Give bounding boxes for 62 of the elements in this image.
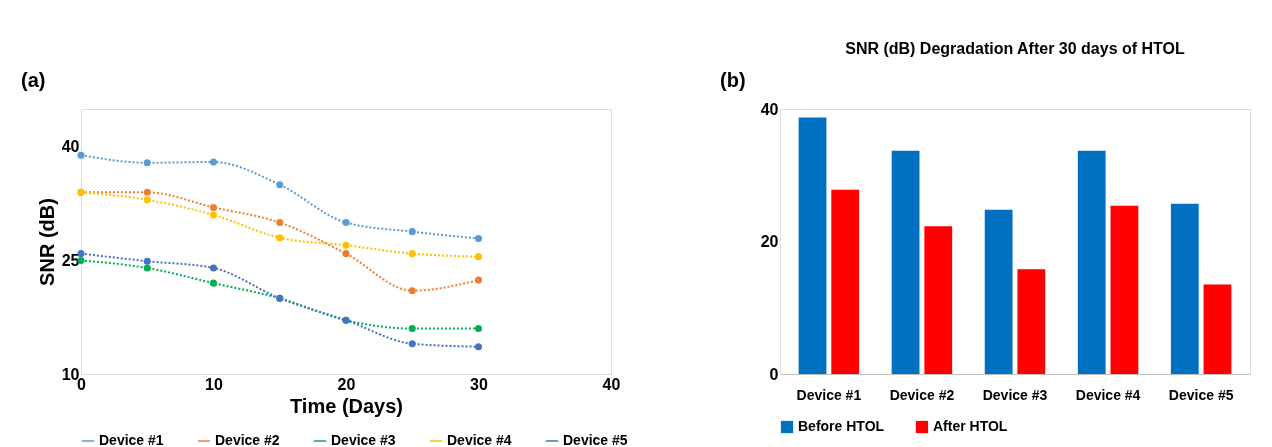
x-tick-label: Device #1 xyxy=(796,386,862,403)
point xyxy=(209,203,218,211)
point xyxy=(408,228,416,236)
legend-label: Device #1 xyxy=(99,432,164,447)
bar xyxy=(1110,205,1139,374)
text: (a) xyxy=(21,69,46,91)
point xyxy=(143,257,151,265)
x-tick-label: Device #4 xyxy=(1075,386,1141,403)
point xyxy=(276,234,284,242)
bar xyxy=(1017,269,1046,374)
point xyxy=(408,250,416,258)
legend-label: Before HTOL xyxy=(798,418,885,434)
point xyxy=(143,188,151,196)
point xyxy=(474,253,483,261)
point xyxy=(342,219,350,227)
y-tick-label: 25 xyxy=(61,251,80,269)
bar xyxy=(984,209,1013,374)
legend-label: Device #4 xyxy=(447,432,512,447)
y-tick-label: 20 xyxy=(760,233,779,250)
point xyxy=(209,279,218,287)
x-tick-label: 10 xyxy=(205,375,223,393)
legend-label: Device #2 xyxy=(215,432,280,447)
point xyxy=(342,250,350,258)
legend-label: Device #5 xyxy=(563,432,628,447)
legend-label: Device #3 xyxy=(331,432,396,447)
bar xyxy=(831,189,860,374)
point xyxy=(408,340,416,348)
bar xyxy=(1203,284,1232,374)
point xyxy=(209,158,218,166)
point xyxy=(209,264,218,272)
bar xyxy=(1077,150,1106,374)
bar xyxy=(891,150,920,374)
point xyxy=(408,325,416,333)
point xyxy=(474,234,483,242)
y-tick-label: 40 xyxy=(61,138,80,156)
point xyxy=(474,343,483,351)
point xyxy=(143,159,151,167)
legend-label: After HTOL xyxy=(933,418,1008,434)
x-axis-title: Time (Days) xyxy=(289,394,404,417)
point xyxy=(474,325,483,333)
y-axis-title: SNR (dB) xyxy=(35,198,58,286)
point xyxy=(342,241,350,249)
point xyxy=(474,276,483,284)
x-tick-label: 40 xyxy=(602,375,621,393)
x-tick-label: 30 xyxy=(470,375,488,393)
x-tick-label: 20 xyxy=(337,375,356,393)
point xyxy=(77,151,85,159)
bar xyxy=(1170,203,1199,374)
bar xyxy=(924,226,953,374)
x-tick-label: Device #5 xyxy=(1168,386,1234,403)
y-tick-label: 40 xyxy=(760,100,779,118)
point xyxy=(209,211,218,219)
point xyxy=(276,219,284,227)
chart-title: SNR (dB) Degradation After 30 days of HTOL xyxy=(845,40,1186,57)
x-tick-label: Device #2 xyxy=(889,386,955,403)
x-tick-label: Device #3 xyxy=(982,386,1048,403)
point xyxy=(408,287,416,295)
point xyxy=(143,264,151,272)
bar xyxy=(798,117,827,374)
text: (b) xyxy=(720,69,746,91)
point xyxy=(276,181,284,189)
point xyxy=(143,196,151,204)
